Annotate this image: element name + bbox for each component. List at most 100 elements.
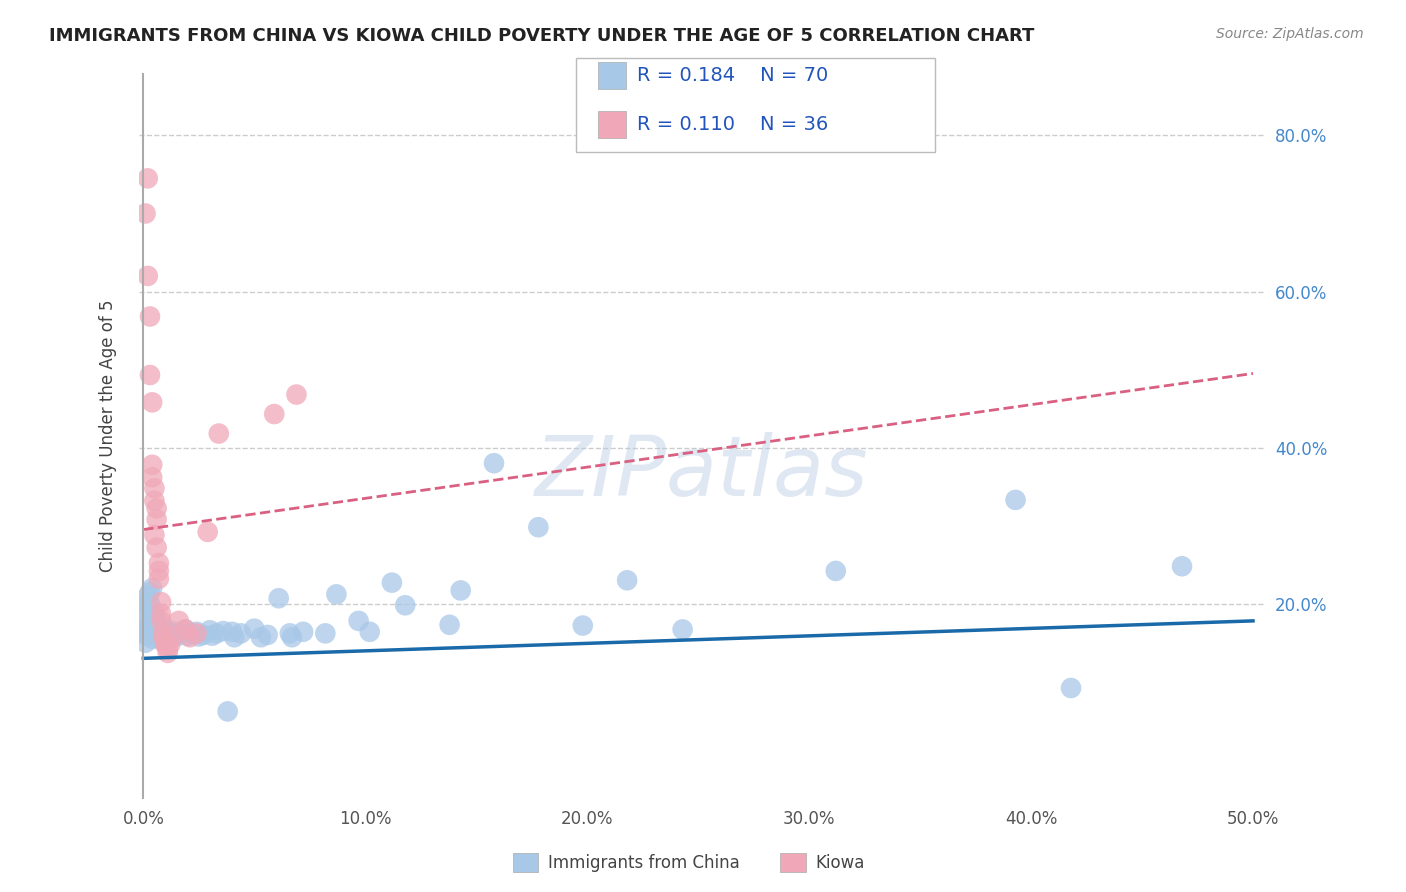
- Point: [150, 595, 173, 609]
- Point: [136, 605, 159, 619]
- Point: [139, 368, 162, 382]
- Point: [394, 599, 416, 613]
- Point: [193, 628, 215, 642]
- Point: [159, 638, 181, 652]
- Point: [152, 626, 174, 640]
- Point: [143, 616, 166, 631]
- Point: [136, 628, 159, 642]
- Point: [135, 620, 157, 634]
- Point: [672, 623, 695, 637]
- Point: [148, 572, 170, 586]
- Point: [159, 630, 181, 644]
- Point: [141, 395, 163, 409]
- Point: [263, 407, 285, 421]
- Point: [150, 631, 173, 645]
- Point: [139, 597, 162, 611]
- Point: [278, 626, 301, 640]
- Point: [135, 597, 157, 611]
- Point: [136, 268, 159, 283]
- Point: [267, 591, 290, 606]
- Point: [145, 501, 167, 516]
- Point: [145, 541, 167, 555]
- Point: [179, 630, 201, 644]
- Point: [166, 630, 188, 644]
- Point: [616, 574, 638, 588]
- Point: [229, 626, 252, 640]
- Point: [170, 626, 193, 640]
- Point: [135, 636, 157, 650]
- Point: [217, 705, 239, 719]
- Point: [139, 310, 162, 324]
- Point: [141, 458, 163, 472]
- Point: [181, 626, 204, 640]
- Point: [325, 587, 347, 601]
- Point: [163, 624, 186, 639]
- Text: R = 0.110    N = 36: R = 0.110 N = 36: [637, 115, 828, 135]
- Point: [152, 630, 174, 644]
- Text: Immigrants from China: Immigrants from China: [548, 854, 740, 871]
- Text: ZIPatlas: ZIPatlas: [534, 432, 869, 513]
- Point: [281, 630, 304, 644]
- Point: [141, 470, 163, 484]
- Point: [285, 387, 308, 401]
- Point: [145, 512, 167, 526]
- Point: [381, 575, 404, 590]
- Point: [156, 646, 179, 660]
- Point: [482, 456, 505, 470]
- Point: [141, 581, 163, 595]
- Text: R = 0.184    N = 70: R = 0.184 N = 70: [637, 66, 828, 86]
- Point: [187, 630, 209, 644]
- Point: [314, 626, 336, 640]
- Point: [824, 564, 846, 578]
- Point: [221, 624, 243, 639]
- Point: [148, 564, 170, 578]
- Point: [155, 628, 177, 642]
- Point: [208, 426, 231, 441]
- Point: [250, 630, 273, 644]
- Point: [205, 626, 228, 640]
- Point: [201, 629, 224, 643]
- Point: [186, 624, 208, 639]
- Point: [256, 628, 278, 642]
- Point: [150, 614, 173, 628]
- Point: [136, 589, 159, 603]
- Point: [155, 638, 177, 652]
- Point: [167, 614, 190, 628]
- Point: [143, 481, 166, 495]
- Point: [136, 616, 159, 631]
- Point: [139, 585, 162, 599]
- Point: [174, 623, 197, 637]
- Point: [143, 528, 166, 542]
- Point: [571, 618, 593, 632]
- Point: [450, 583, 472, 598]
- Y-axis label: Child Poverty Under the Age of 5: Child Poverty Under the Age of 5: [100, 300, 117, 572]
- Point: [177, 629, 200, 643]
- Text: IMMIGRANTS FROM CHINA VS KIOWA CHILD POVERTY UNDER THE AGE OF 5 CORRELATION CHAR: IMMIGRANTS FROM CHINA VS KIOWA CHILD POV…: [49, 27, 1035, 45]
- Point: [143, 493, 166, 508]
- Point: [135, 628, 157, 642]
- Point: [212, 624, 235, 638]
- Point: [156, 642, 179, 657]
- Point: [135, 206, 157, 220]
- Point: [141, 620, 163, 634]
- Point: [143, 628, 166, 642]
- Point: [174, 623, 197, 637]
- Point: [198, 624, 221, 638]
- Point: [148, 556, 170, 570]
- Point: [139, 608, 162, 623]
- Point: [148, 622, 170, 636]
- Point: [145, 625, 167, 640]
- Point: [160, 630, 183, 644]
- Point: [136, 171, 159, 186]
- Point: [1060, 681, 1083, 695]
- Text: Kiowa: Kiowa: [815, 854, 865, 871]
- Point: [359, 624, 381, 639]
- Point: [527, 520, 550, 534]
- Point: [186, 626, 208, 640]
- Point: [141, 632, 163, 646]
- Point: [224, 630, 246, 644]
- Point: [159, 626, 181, 640]
- Point: [150, 626, 173, 640]
- Point: [243, 622, 266, 636]
- Point: [1004, 492, 1026, 507]
